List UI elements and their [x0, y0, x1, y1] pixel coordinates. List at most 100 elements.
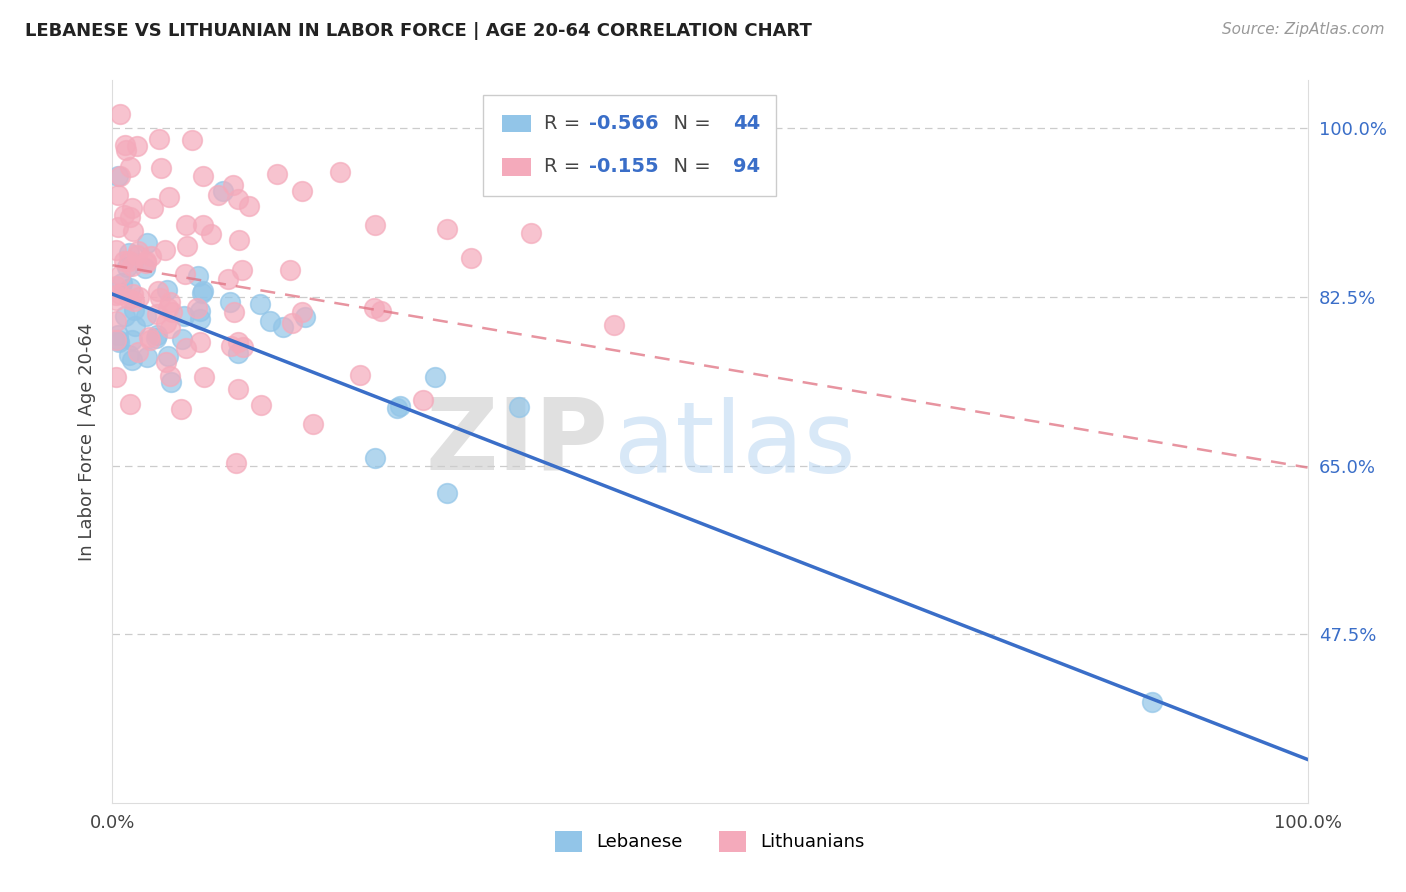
Point	[436, 486, 458, 500]
Point	[114, 137, 136, 152]
Point	[128, 290, 150, 304]
Point	[105, 293, 128, 307]
Point	[423, 370, 446, 384]
Point	[188, 334, 211, 349]
Point	[105, 243, 128, 257]
Point	[211, 184, 233, 198]
Point	[226, 382, 249, 396]
Point	[159, 321, 181, 335]
Point	[121, 286, 143, 301]
Point	[219, 339, 242, 353]
Point	[157, 190, 180, 204]
Point	[134, 261, 156, 276]
Point	[111, 277, 134, 291]
Point	[278, 263, 301, 277]
Text: LEBANESE VS LITHUANIAN IN LABOR FORCE | AGE 20-64 CORRELATION CHART: LEBANESE VS LITHUANIAN IN LABOR FORCE | …	[25, 22, 813, 40]
Point	[149, 291, 172, 305]
Point	[157, 301, 180, 315]
Text: -0.566: -0.566	[589, 114, 659, 133]
Point	[294, 310, 316, 325]
Point	[181, 133, 204, 147]
Text: ZIP: ZIP	[426, 393, 609, 490]
Point	[271, 320, 294, 334]
Point	[155, 317, 177, 331]
Point	[138, 330, 160, 344]
Point	[107, 187, 129, 202]
Text: -0.155: -0.155	[589, 158, 659, 177]
Point	[105, 279, 128, 293]
Point	[107, 169, 129, 183]
Point	[232, 340, 254, 354]
Point	[153, 243, 176, 257]
Point	[364, 450, 387, 465]
Point	[108, 287, 131, 301]
Point	[385, 401, 408, 416]
Point	[121, 353, 143, 368]
Point	[136, 350, 159, 364]
Point	[105, 314, 128, 328]
Point	[389, 400, 412, 414]
Point	[121, 259, 143, 273]
Point	[142, 201, 165, 215]
Text: R =: R =	[544, 114, 586, 133]
Point	[114, 310, 136, 324]
Point	[122, 303, 145, 318]
Point	[188, 304, 211, 318]
Point	[226, 192, 249, 206]
Point	[127, 244, 149, 258]
Point	[225, 456, 247, 470]
Point	[249, 296, 271, 310]
Point	[118, 254, 141, 268]
Point	[603, 318, 626, 332]
Point	[174, 341, 197, 355]
Point	[108, 334, 131, 349]
Point	[231, 262, 253, 277]
Point	[281, 317, 304, 331]
Point	[110, 169, 132, 183]
Point	[222, 305, 245, 319]
Point	[226, 335, 249, 350]
Point	[114, 143, 136, 157]
Point	[170, 332, 193, 346]
Legend: Lebanese, Lithuanians: Lebanese, Lithuanians	[548, 823, 872, 859]
Point	[145, 331, 167, 345]
Point	[193, 369, 215, 384]
Point	[228, 346, 250, 360]
Point	[139, 249, 162, 263]
Point	[112, 208, 135, 222]
Text: N =: N =	[661, 114, 717, 133]
Point	[191, 284, 214, 298]
Text: 94: 94	[733, 158, 759, 177]
Point	[107, 220, 129, 235]
Point	[176, 239, 198, 253]
Text: N =: N =	[661, 158, 717, 177]
Point	[121, 333, 143, 347]
Point	[250, 398, 273, 412]
Point	[127, 139, 149, 153]
Point	[135, 254, 157, 268]
Point	[508, 400, 530, 414]
Point	[291, 304, 314, 318]
Point	[228, 233, 250, 247]
Point	[266, 167, 288, 181]
FancyBboxPatch shape	[484, 95, 776, 196]
Point	[238, 199, 260, 213]
Point	[364, 219, 387, 233]
Point	[412, 392, 434, 407]
Point	[174, 218, 197, 232]
Point	[259, 314, 281, 328]
Point	[520, 226, 543, 240]
Point	[191, 169, 214, 184]
Point	[188, 311, 211, 326]
Point	[159, 294, 181, 309]
Point	[135, 256, 157, 270]
Point	[148, 132, 170, 146]
Point	[170, 401, 193, 416]
Point	[174, 267, 197, 281]
Point	[146, 327, 169, 342]
Text: atlas: atlas	[614, 397, 856, 493]
Point	[222, 178, 245, 193]
Point	[124, 319, 146, 334]
Point	[460, 251, 482, 265]
Point	[370, 303, 392, 318]
